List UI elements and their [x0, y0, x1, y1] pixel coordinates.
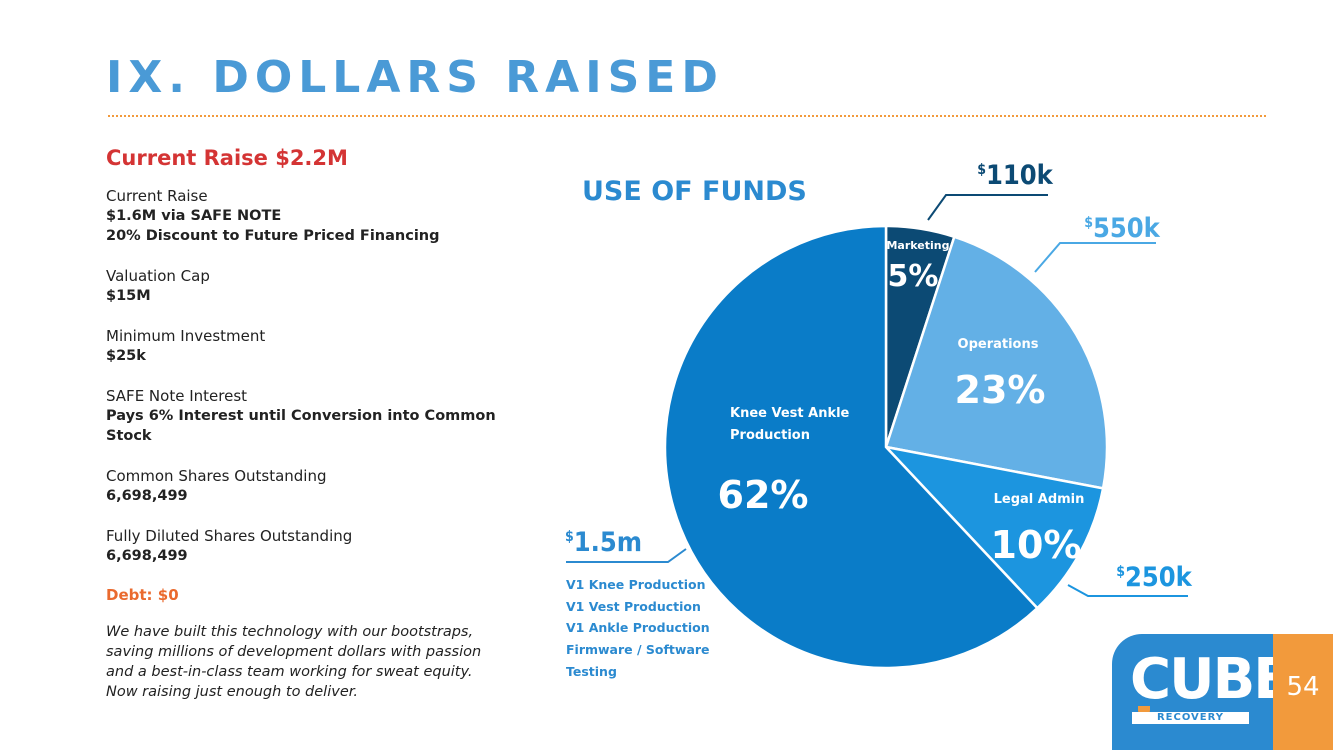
production-breakdown-item: V1 Vest Production [566, 598, 701, 614]
amount-value: 1.5m [574, 527, 642, 558]
raise-item-label: Common Shares Outstanding [106, 467, 327, 485]
raise-item-value: $15M [106, 288, 151, 304]
production-breakdown-item: Firmware / Software [566, 642, 710, 658]
raise-item: SAFE Note Interest Pays 6% Interest until… [106, 386, 526, 446]
slice-percent-production: 62% [718, 473, 809, 517]
raise-note: We have built this technology with our b… [106, 624, 482, 700]
leader-line-production [566, 548, 687, 563]
page-number: 54 [1286, 672, 1320, 702]
raise-item: Common Shares Outstanding 6,698,499 [106, 466, 526, 506]
production-breakdown-item: V1 Ankle Production [566, 620, 710, 636]
raise-item: Fully Diluted Shares Outstanding 6,698,49… [106, 526, 526, 566]
raise-title: Current Raise $2.2M [106, 146, 348, 170]
amount-value: 250k [1125, 562, 1193, 593]
logo-word: CUBE [1130, 647, 1292, 712]
amount-value: 550k [1093, 213, 1161, 244]
title-divider [108, 115, 1266, 117]
slice-percent-marketing: 5% [888, 259, 939, 294]
logo-accent [1138, 706, 1150, 716]
raise-item-value: $25k [106, 348, 146, 364]
chart-title: USE OF FUNDS [582, 176, 807, 207]
pie-slices [663, 224, 1109, 670]
raise-item-value: 6,698,499 [106, 548, 188, 564]
slice-label-production: Knee Vest Ankle [730, 406, 850, 421]
amount-value: 110k [986, 160, 1054, 191]
pie-leader-lines [566, 194, 1188, 597]
logo-sub: RECOVERY [1132, 712, 1249, 724]
raise-item-label: SAFE Note Interest [106, 387, 248, 405]
raise-item: Current Raise $1.6M via SAFE NOTE 20% Disc… [106, 186, 526, 246]
page-number-box: 54 [1273, 634, 1333, 750]
cube-recovery-logo: CUBE RECOVERY [1112, 634, 1292, 750]
slice-label-production: Production [730, 428, 810, 443]
slice-label-operations: Operations [958, 337, 1039, 352]
leader-line-operations [1034, 242, 1156, 273]
currency-symbol: $ [977, 162, 986, 178]
raise-item-value: 20% Discount to Future Priced Financing [106, 228, 440, 244]
slice-percent-operations: 23% [955, 368, 1046, 412]
slice-label-legal-admin: Legal Admin [994, 492, 1085, 507]
raise-item-label: Fully Diluted Shares Outstanding [106, 527, 353, 545]
raise-item-value: $1.6M via SAFE NOTE [106, 208, 282, 224]
pie-slice-legal-admin [882, 445, 1105, 610]
production-breakdown-item: Testing [566, 663, 617, 679]
currency-symbol: $ [1084, 215, 1093, 231]
slice-amount-legal-admin: $250k [1116, 562, 1192, 593]
pie-slice-operations [884, 235, 1109, 490]
pie-slice-production [663, 224, 1040, 670]
raise-item-label: Minimum Investment [106, 327, 266, 345]
slice-percent-legal-admin: 10% [991, 523, 1082, 567]
slide-title: IX. DOLLARS RAISED [106, 52, 724, 103]
raise-item: Minimum Investment $25k [106, 326, 526, 366]
slice-amount-operations: $550k [1084, 213, 1160, 244]
raise-details: Current Raise $2.2M Current Raise $1.6M v… [106, 146, 526, 702]
raise-item-label: Valuation Cap [106, 267, 210, 285]
slice-amount-marketing: $110k [977, 160, 1053, 191]
raise-item: Valuation Cap $15M [106, 266, 526, 306]
raise-item-value: 6,698,499 [106, 488, 188, 504]
slice-label-marketing: Marketing [886, 239, 949, 252]
slice-amount-production: $1.5m [565, 527, 642, 558]
debt-value: Debt: $0 [106, 586, 179, 604]
raise-items: Current Raise $1.6M via SAFE NOTE 20% Disc… [106, 186, 526, 566]
currency-symbol: $ [565, 529, 574, 545]
leader-line-legal-admin [1067, 584, 1188, 597]
leader-line-marketing [927, 194, 1048, 221]
currency-symbol: $ [1116, 564, 1125, 580]
raise-item-label: Current Raise [106, 187, 208, 205]
raise-item-value: Pays 6% Interest until Conversion into C… [106, 408, 496, 444]
pie-labels: Marketing 5% $110k Operations 23% $550k Legal … [565, 160, 1193, 593]
production-breakdown-list: V1 Knee Production V1 Vest Production V1 A… [566, 574, 710, 683]
production-breakdown-item: V1 Knee Production [566, 577, 706, 592]
